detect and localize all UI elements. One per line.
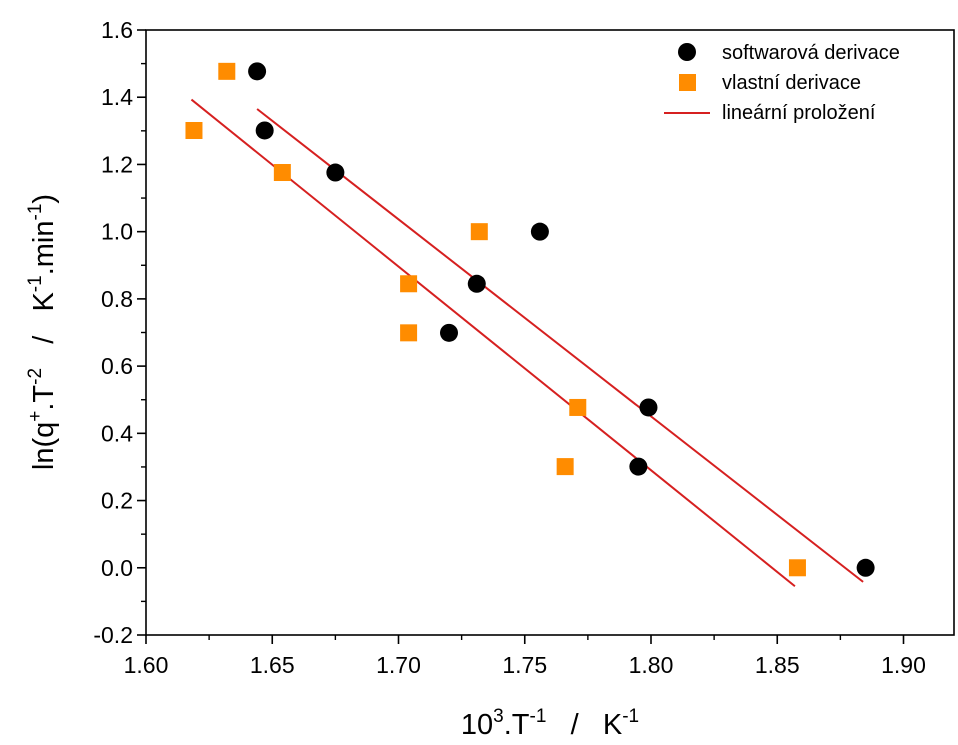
plot-frame (145, 29, 955, 636)
x-tick-label: 1.80 (629, 652, 674, 678)
point-series-1 (856, 558, 875, 577)
fit-lines (190, 98, 864, 588)
point-series-2 (218, 62, 236, 80)
x-axis-title: 103.T-1 / K-1 (461, 706, 639, 741)
x-tick-label: 1.90 (881, 652, 926, 678)
legend: softwarová derivace vlastní derivace lin… (664, 42, 900, 124)
y-tick-label: 0.4 (101, 420, 133, 446)
fit-line-1 (256, 108, 864, 583)
fit-line-2 (190, 98, 796, 588)
ticks-layer: 1.60 1.65 1.70 1.75 1.80 1.85 1.90 -0.2 0.0 0.2 0.… (93, 17, 926, 678)
point-series-1 (467, 274, 486, 293)
point-series-1 (326, 163, 345, 182)
x-tick-label: 1.85 (755, 652, 800, 678)
point-series-2 (556, 458, 574, 476)
point-series-2 (470, 223, 488, 241)
legend-label-vlastni: vlastní derivace (722, 72, 861, 94)
legend-label-fit: lineární proložení (722, 102, 876, 124)
legend-marker-softwarova (678, 43, 696, 61)
y-tick-label: 0.0 (101, 555, 133, 581)
point-series-1 (530, 222, 549, 241)
point-series-2 (400, 275, 418, 293)
legend-label-softwarova: softwarová derivace (722, 42, 900, 64)
data-points (185, 62, 875, 577)
y-tick-label: 1.0 (101, 219, 133, 245)
y-tick-label: 0.8 (101, 286, 133, 312)
point-series-2 (400, 324, 418, 342)
y-tick-label: 1.6 (101, 17, 133, 43)
y-tick-label: 0.2 (101, 488, 133, 514)
point-series-2 (185, 121, 203, 139)
x-tick-label: 1.70 (376, 652, 421, 678)
x-tick-label: 1.65 (250, 652, 295, 678)
point-series-1 (440, 323, 458, 342)
point-series-1 (255, 121, 274, 140)
x-tick-label: 1.75 (502, 652, 547, 678)
x-tick-label: 1.60 (124, 652, 169, 678)
point-series-1 (248, 62, 267, 81)
y-tick-label: -0.2 (93, 622, 133, 648)
point-series-1 (639, 398, 658, 417)
y-tick-label: 0.6 (101, 353, 133, 379)
point-series-1 (629, 457, 648, 476)
legend-marker-vlastni (679, 74, 696, 91)
point-series-2 (569, 398, 587, 416)
y-tick-label: 1.2 (101, 151, 133, 177)
point-series-2 (788, 559, 806, 577)
point-series-2 (273, 164, 291, 182)
y-tick-label: 1.4 (101, 84, 133, 110)
y-axis-title: ln(q+.T-2 / K-1.min-1) (25, 194, 60, 470)
